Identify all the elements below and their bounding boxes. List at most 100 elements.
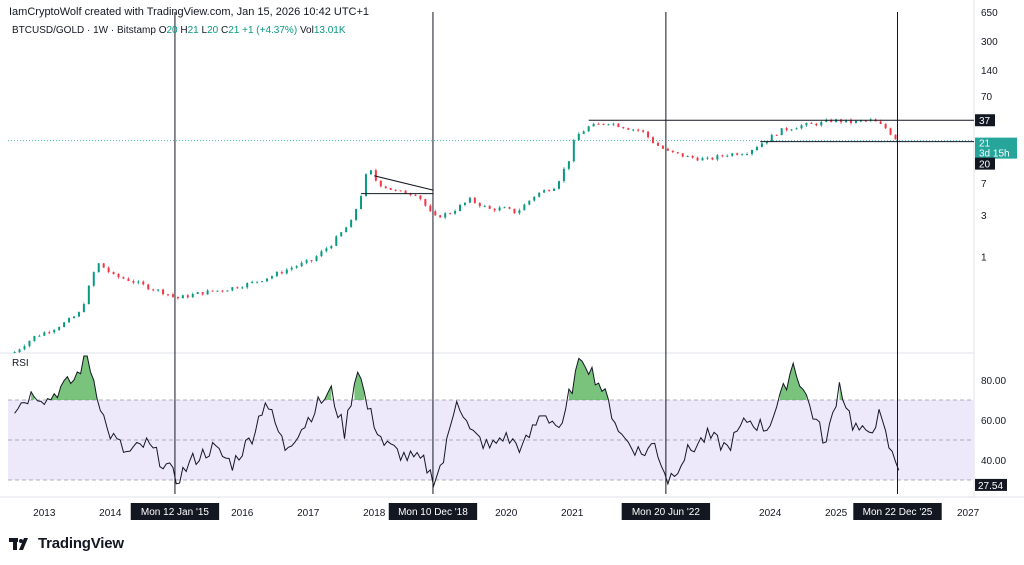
rsi-line (14, 355, 900, 488)
candle-body (280, 272, 283, 274)
candle-body (38, 335, 41, 337)
candle-body (171, 294, 174, 297)
close-label: C (220, 25, 229, 36)
candle-body (508, 207, 511, 209)
candle-body (572, 140, 575, 162)
candle-body (780, 128, 783, 136)
candle-body (117, 273, 120, 278)
candle-body (815, 123, 818, 126)
candle-body (577, 133, 580, 141)
candle-body (196, 292, 199, 294)
price-tick-label: 1 (981, 253, 987, 264)
candle-body (473, 197, 476, 203)
candle-body (463, 202, 466, 205)
price-tick-label: 300 (981, 37, 998, 48)
candle-body (785, 128, 788, 131)
symbol-legend[interactable]: BTCUSD/GOLD · 1W · Bitstamp O20 H21 L20 … (12, 25, 346, 36)
candle-body (790, 129, 793, 131)
candle-body (58, 327, 61, 330)
x-tick-label: 2017 (297, 508, 320, 519)
rsi-band-group (8, 399, 974, 481)
tradingview-brand[interactable]: TradingView (9, 535, 124, 552)
candle-body (221, 290, 224, 292)
candle-body (582, 131, 585, 134)
candle-body (335, 236, 338, 246)
x-tick-label: 2016 (231, 508, 254, 519)
candle-body (760, 143, 763, 148)
candle-body (360, 196, 363, 209)
candle-body (884, 123, 887, 129)
candle-body (122, 277, 125, 279)
candle-body (355, 208, 358, 221)
candle-body (770, 134, 773, 142)
rsi-tag-label: 27.54 (978, 481, 1003, 492)
rsi-tick-label: 60.00 (981, 416, 1006, 427)
candle-body (691, 155, 694, 158)
candle-body (429, 205, 432, 212)
candle-body (241, 287, 244, 289)
candle-body (345, 227, 348, 233)
chart-credit: IamCryptoWolf created with TradingView.c… (9, 6, 370, 18)
price-tick-label: 7 (981, 179, 987, 190)
rsi-pane-title[interactable]: RSI (12, 358, 29, 369)
candle-body (701, 158, 704, 161)
x-tick-label: 2027 (957, 508, 980, 519)
price-tag-label: 37 (979, 116, 991, 127)
candle-body (181, 295, 184, 299)
candle-body (755, 147, 758, 150)
candle-body (513, 208, 516, 214)
candle-body (127, 278, 130, 281)
open-label: O (158, 25, 167, 36)
date-tag-bg (388, 503, 478, 520)
candle-body (528, 200, 531, 205)
candle-body (439, 215, 442, 218)
candle-body (350, 220, 353, 228)
candle-body (731, 153, 734, 156)
candle-body (805, 123, 808, 126)
candle-body (741, 154, 744, 156)
tradingview-wordmark: TradingView (38, 535, 124, 552)
candle-body (419, 195, 422, 200)
candle-body (567, 161, 570, 169)
candle-body (592, 123, 595, 127)
candle-body (503, 207, 506, 209)
rsi-overbought-fill (568, 358, 609, 400)
candle-body (889, 128, 892, 135)
candle-body (236, 287, 239, 289)
candle-body (251, 281, 254, 283)
candle-body (63, 322, 66, 328)
candle-body (676, 152, 679, 154)
low-label: L (201, 25, 208, 36)
date-tag-bg (621, 503, 711, 520)
date-tag-label: Mon 10 Dec '18 (398, 507, 468, 518)
price-tag-bg (975, 157, 995, 170)
close-value: 21 +1 (+4.37%) (228, 25, 298, 36)
candle-body (637, 129, 640, 131)
candle-body (647, 131, 650, 138)
candle-body (454, 210, 457, 214)
date-tag-label: Mon 20 Jun '22 (632, 507, 701, 518)
candle-body (206, 290, 209, 295)
candle-body (894, 134, 897, 140)
candle-body (800, 125, 803, 129)
candle-body (459, 204, 462, 211)
candle-body (849, 119, 852, 123)
candle-body (632, 129, 635, 131)
candle-body (325, 248, 328, 252)
symbol-name: BTCUSD/GOLD · 1W · Bitstamp (12, 25, 156, 36)
candle-body (721, 155, 724, 157)
candle-body (176, 296, 179, 299)
candle-body (300, 262, 303, 267)
candle-body (18, 349, 21, 353)
candle-body (696, 157, 699, 161)
candle-body (543, 190, 546, 193)
date-tag-label: Mon 12 Jan '15 (141, 507, 210, 518)
current-price-tag-label: 21 (979, 139, 991, 150)
candle-body (478, 202, 481, 207)
candle-body (750, 149, 753, 155)
candle-body (399, 190, 402, 192)
candle-body (320, 251, 323, 257)
candle-body (706, 157, 709, 159)
candle-body (711, 157, 714, 160)
